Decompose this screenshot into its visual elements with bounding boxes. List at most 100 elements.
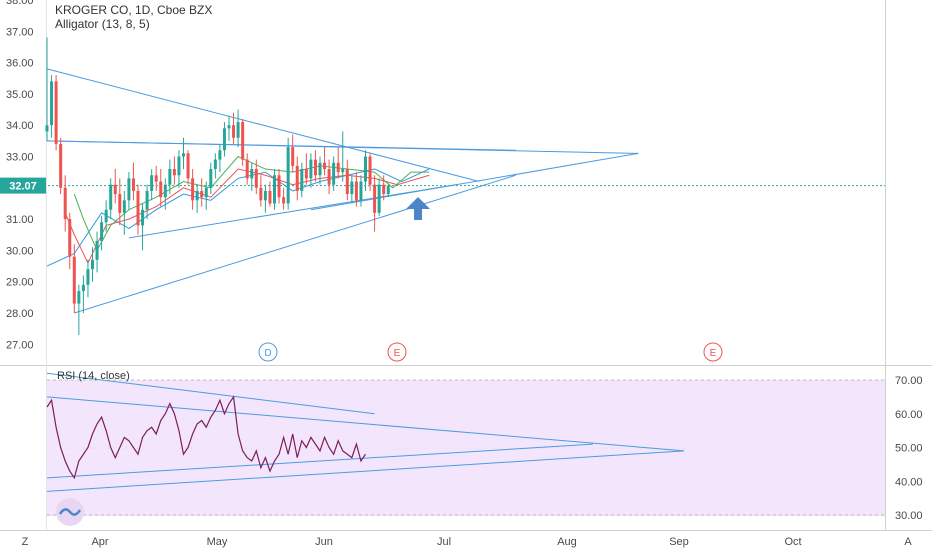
candle-body [277,175,281,198]
candle-body [72,256,76,304]
candle-body [131,178,135,191]
candle-body [241,122,245,160]
rsi-band [47,380,885,516]
time-axis[interactable]: Apr May Jun Jul Aug Sep Oct [91,536,801,548]
auto-scale-button[interactable]: A [904,536,912,548]
candle-body [54,81,58,144]
time-tick-label: Aug [557,536,577,548]
price-tick-label: 31.00 [6,214,34,226]
earnings-marker[interactable]: E [387,342,407,362]
candle-body [100,222,104,242]
rsi-trendline[interactable] [46,450,685,492]
candle-body [81,284,85,292]
price-tick-label: 29.00 [6,277,34,289]
candle-body [104,209,108,223]
candle-body [245,159,249,179]
candle-body [368,156,372,185]
candle-body [68,219,72,257]
svg-text:E: E [710,348,717,359]
price-tick-label: 33.00 [6,152,34,164]
rsi-series-line [46,395,366,480]
candle-body [327,169,331,185]
auto-zoom-button[interactable]: Z [22,536,29,548]
candle-body [150,175,154,191]
candle-body [141,209,145,226]
trendline[interactable] [46,68,480,183]
rsi-trendline[interactable] [46,396,685,452]
candle-body [236,122,240,138]
candle-body [354,181,358,201]
rsi-tick-label: 70.00 [895,375,923,387]
trendline[interactable] [128,184,457,239]
dividend-marker[interactable]: D [258,342,278,362]
candle-body [304,169,308,179]
candle-body [86,269,90,285]
candle-body [273,175,276,204]
candle-body [332,162,336,185]
price-tick-label: 27.00 [6,339,34,351]
candle-body [168,169,172,185]
rsi-axis[interactable]: 70.00 60.00 50.00 40.00 30.00 [895,375,923,522]
candle-body [286,147,290,204]
candle-body [263,190,267,201]
price-tick-label: 37.00 [6,26,34,38]
candle-body [218,150,222,160]
candle-body [254,169,258,188]
candle-body [345,169,349,195]
candle-body [200,190,204,198]
price-tick-label: 35.00 [6,89,34,101]
candle-body [250,169,254,179]
rsi-trendline[interactable] [46,372,375,415]
trendlines-rsi[interactable] [46,372,685,492]
price-tick-label: 28.00 [6,308,34,320]
candle-body [232,125,236,138]
price-tick-label: 38.00 [6,0,34,7]
trendline[interactable] [74,174,516,314]
rsi-tick-label: 50.00 [895,443,923,455]
time-tick-label: Jun [315,536,333,548]
indicator-title[interactable]: Alligator (13, 8, 5) [55,17,150,31]
current-price-badge [0,177,46,194]
candle-body [191,178,195,201]
candle-body [159,181,163,198]
candle-body [113,184,117,195]
price-tick-label: 34.00 [6,120,34,132]
price-tick-label: 30.00 [6,245,34,257]
candle-body [163,184,167,198]
up-arrow-icon[interactable] [406,197,430,220]
alligator-lips-line [73,155,430,252]
rsi-tick-label: 30.00 [895,510,923,522]
trendline[interactable] [310,152,639,211]
time-tick-label: May [207,536,228,548]
rsi-title[interactable]: RSI (14, close) [57,370,130,382]
candle-body [364,156,367,182]
trendlines-price[interactable] [46,68,639,314]
rsi-tick-label: 60.00 [895,409,923,421]
current-price-label: 32.07 [9,181,37,193]
candle-body [182,153,185,157]
svg-text:D: D [264,348,271,359]
symbol-title[interactable]: KROGER CO, 1D, Cboe BZX [55,3,212,17]
tradingview-logo-icon[interactable] [56,498,84,526]
candle-body [177,156,181,176]
candle-body [122,200,126,213]
candle-body [195,190,199,201]
candle-body [154,175,158,182]
candle-body [313,159,317,176]
candle-body [377,184,381,213]
candle-body [109,184,113,210]
candle-body [309,159,313,179]
candle-body [227,125,231,129]
earnings-marker-upcoming[interactable]: E [703,342,723,362]
candle-body [127,178,131,201]
candle-body [209,169,213,188]
time-tick-label: Jul [437,536,451,548]
candle-body [300,169,304,191]
rsi-trendline[interactable] [46,443,594,479]
price-tick-label: 36.00 [6,58,34,70]
candle-body [341,169,345,173]
candle-body [282,197,286,204]
candle-body [59,143,63,188]
rsi-tick-label: 40.00 [895,476,923,488]
